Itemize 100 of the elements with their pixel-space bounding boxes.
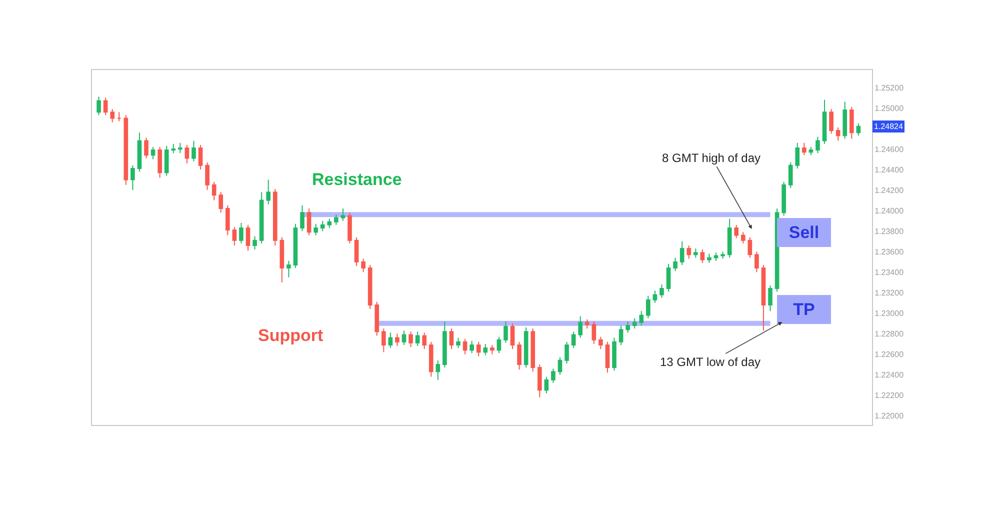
candlestick bbox=[490, 344, 494, 355]
y-tick-label: 1.23000 bbox=[874, 308, 904, 318]
candlestick bbox=[700, 249, 705, 264]
candlestick bbox=[402, 330, 406, 346]
candlestick bbox=[320, 220, 325, 232]
annotation: TP bbox=[793, 300, 815, 319]
y-tick-label: 1.22400 bbox=[874, 370, 904, 380]
candlestick bbox=[449, 328, 454, 350]
y-tick-label: 1.23800 bbox=[874, 226, 904, 236]
candlestick bbox=[205, 162, 210, 191]
y-tick-label: 1.23400 bbox=[874, 268, 904, 277]
candlestick bbox=[714, 252, 718, 262]
candlestick bbox=[164, 145, 169, 176]
candlestick bbox=[327, 218, 332, 229]
annotation: 8 GMT high of day bbox=[662, 151, 760, 165]
candlestick bbox=[415, 331, 420, 346]
candlestick bbox=[314, 223, 318, 236]
candlestick bbox=[286, 260, 291, 278]
y-tick-label: 1.24200 bbox=[874, 186, 904, 195]
candlestick bbox=[96, 96, 101, 116]
candlestick bbox=[530, 328, 536, 372]
candlestick bbox=[354, 236, 359, 266]
y-tick-label: 1.25000 bbox=[874, 104, 904, 113]
candlestick bbox=[584, 318, 590, 330]
candlestick bbox=[124, 114, 128, 186]
candlestick bbox=[652, 290, 658, 304]
candlestick bbox=[849, 106, 854, 140]
candlestick bbox=[822, 99, 827, 144]
annotation: Support bbox=[258, 326, 324, 345]
candlestick bbox=[605, 341, 610, 374]
y-tick-label: 1.24000 bbox=[874, 206, 904, 216]
candlestick bbox=[578, 316, 583, 338]
candlestick bbox=[734, 224, 739, 239]
candlestick bbox=[571, 331, 576, 349]
candlestick bbox=[660, 284, 664, 298]
candlestick bbox=[856, 122, 861, 136]
annotation: 13 GMT low of day bbox=[660, 355, 760, 369]
candlestick bbox=[184, 144, 190, 164]
candlestick bbox=[280, 236, 284, 283]
y-tick-label: 1.23200 bbox=[874, 288, 904, 298]
candlestick bbox=[239, 222, 244, 244]
annotation: 1.24824 bbox=[874, 122, 904, 131]
candlestick bbox=[456, 337, 460, 349]
candlestick bbox=[592, 320, 596, 344]
candlestick bbox=[618, 324, 624, 346]
y-tick-label: 1.22600 bbox=[874, 350, 904, 360]
candlestick bbox=[130, 164, 135, 191]
candlestick bbox=[496, 336, 502, 354]
candlestick bbox=[232, 226, 237, 246]
candlestick bbox=[442, 320, 447, 368]
candlestick bbox=[395, 333, 400, 346]
y-tick-label: 1.22800 bbox=[874, 329, 904, 338]
candlestick bbox=[334, 214, 338, 226]
candlestick bbox=[836, 126, 840, 142]
candlestick bbox=[144, 137, 148, 159]
candlestick bbox=[361, 258, 366, 273]
candlestick bbox=[171, 143, 176, 154]
candlestick bbox=[150, 146, 156, 160]
candlestick bbox=[761, 264, 766, 332]
candlestick bbox=[524, 327, 528, 368]
candlestick bbox=[388, 332, 393, 349]
candlestick bbox=[218, 192, 224, 214]
candlestick bbox=[483, 343, 488, 356]
candlestick bbox=[266, 179, 271, 205]
candlestick bbox=[558, 356, 562, 376]
candlestick bbox=[537, 364, 542, 398]
candlestick bbox=[110, 108, 115, 123]
annotation: Sell bbox=[788, 223, 820, 242]
candlestick bbox=[816, 136, 820, 154]
candlestick bbox=[462, 338, 468, 355]
y-tick-label: 1.24600 bbox=[874, 144, 904, 154]
y-tick-label: 1.24400 bbox=[874, 165, 904, 174]
candlestick bbox=[795, 142, 800, 169]
candlestick bbox=[626, 320, 630, 334]
candlestick bbox=[198, 144, 203, 170]
candlestick bbox=[348, 212, 352, 244]
candlestick bbox=[686, 244, 692, 260]
candlestick bbox=[727, 218, 732, 258]
candlestick bbox=[842, 101, 848, 140]
candlestick bbox=[158, 146, 162, 178]
candlestick bbox=[646, 295, 650, 319]
candlestick bbox=[116, 112, 122, 122]
candlestick bbox=[639, 310, 644, 326]
candlestick bbox=[517, 341, 522, 370]
candlestick bbox=[192, 140, 196, 162]
candlestick bbox=[632, 318, 637, 330]
candlestick bbox=[340, 208, 346, 222]
candlestick bbox=[680, 240, 684, 266]
candlestick bbox=[422, 332, 427, 350]
candlestick bbox=[748, 236, 752, 258]
candlestick bbox=[788, 162, 793, 188]
candlestick bbox=[720, 251, 725, 260]
candlestick bbox=[740, 232, 746, 244]
candlestick bbox=[212, 181, 216, 201]
candlestick bbox=[707, 253, 712, 264]
y-tick-label: 1.23600 bbox=[874, 247, 904, 256]
candlestick bbox=[300, 204, 304, 232]
candlestick bbox=[808, 146, 814, 156]
candlestick bbox=[428, 341, 434, 378]
candlestick bbox=[544, 376, 549, 394]
